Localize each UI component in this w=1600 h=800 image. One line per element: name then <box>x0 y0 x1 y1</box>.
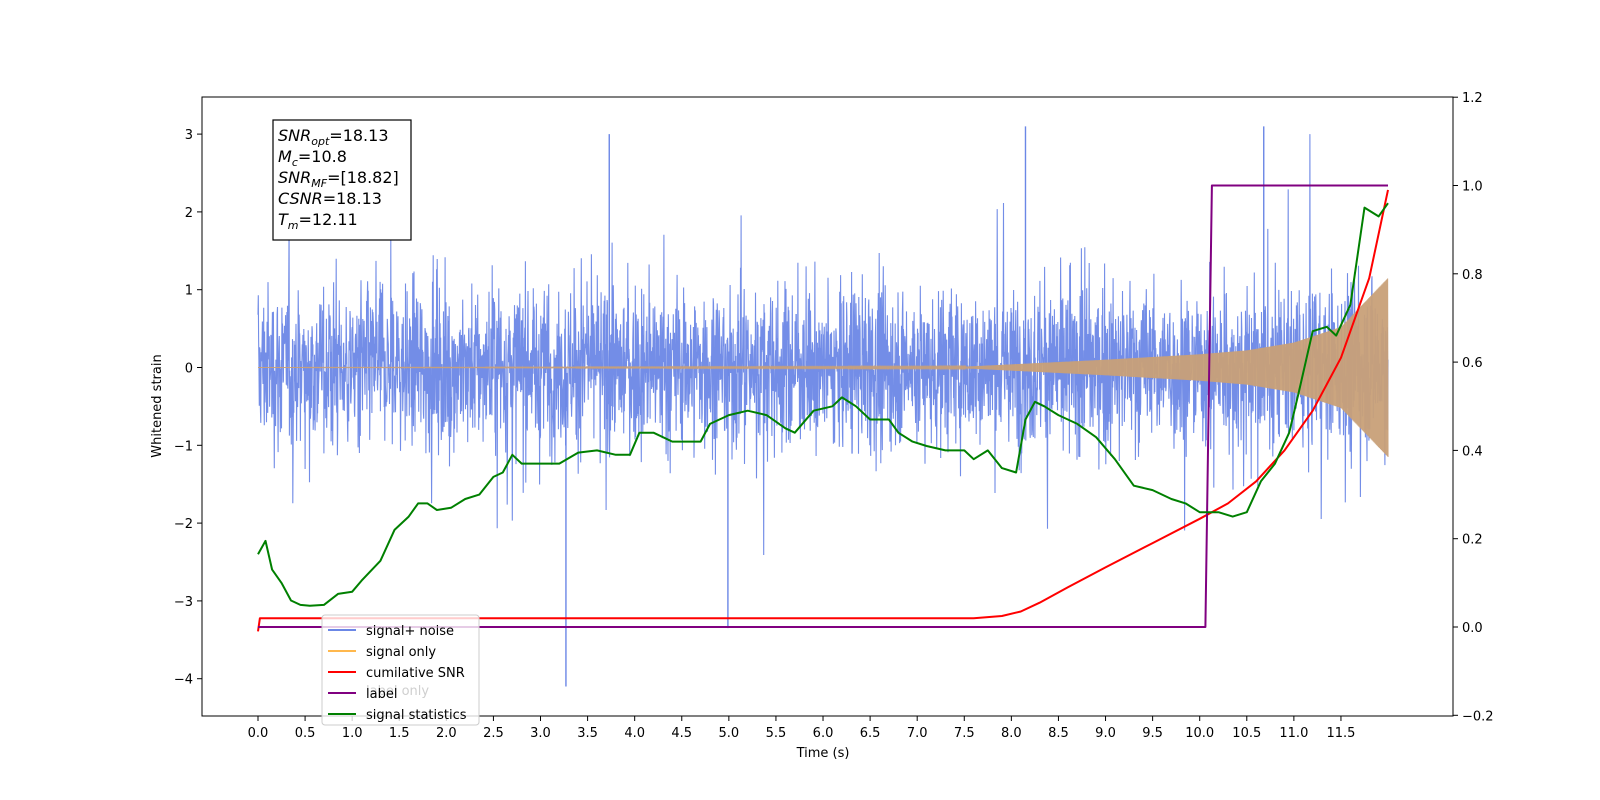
x-tick-label: 9.5 <box>1142 726 1163 741</box>
legend-label: signal only <box>366 645 436 660</box>
x-tick-label: 3.5 <box>577 726 598 741</box>
annotation-line: SNRMF=[18.82] <box>278 168 399 190</box>
x-axis: 0.0 0.5 1.0 1.5 2.0 2.5 3.0 3.5 4.0 4.5 5.0 5.5 6.0 6… <box>248 716 1355 741</box>
y2-tick-label: 0.4 <box>1462 444 1483 459</box>
y-tick-label: 3 <box>185 128 193 143</box>
x-tick-label: 8.5 <box>1048 726 1069 741</box>
y-axis-label: Whitened strain <box>150 354 165 457</box>
x-tick-label: 11.0 <box>1279 726 1308 741</box>
annotation-line: Tm=12.11 <box>278 210 358 232</box>
legend-ghost-text: label only <box>366 684 429 699</box>
legend-label: signal statistics <box>366 708 467 723</box>
x-tick-label: 2.5 <box>483 726 504 741</box>
x-tick-label: 6.5 <box>860 726 881 741</box>
plot-area <box>257 126 1389 687</box>
y-axis-left: 3 2 1 0 −1 −2 −3 −4 <box>174 128 202 688</box>
y2-tick-label: 0.6 <box>1462 356 1483 371</box>
y-tick-label: −2 <box>174 517 193 532</box>
x-tick-label: 1.5 <box>389 726 410 741</box>
x-tick-label: 5.5 <box>766 726 787 741</box>
y-tick-label: −4 <box>174 673 193 688</box>
y-tick-label: 2 <box>185 206 193 221</box>
x-tick-label: 0.0 <box>248 726 269 741</box>
series-label <box>258 184 1388 628</box>
y2-tick-label: 0.2 <box>1462 533 1483 548</box>
x-tick-label: 9.0 <box>1095 726 1116 741</box>
x-tick-label: 6.0 <box>813 726 834 741</box>
x-tick-label: 10.0 <box>1185 726 1214 741</box>
series-signal-only <box>258 278 1389 458</box>
annotation-frame <box>272 119 412 241</box>
y2-tick-label: −0.2 <box>1462 709 1494 724</box>
x-tick-label: 4.5 <box>671 726 692 741</box>
x-tick-label: 7.5 <box>954 726 975 741</box>
x-tick-label: 2.0 <box>436 726 457 741</box>
plot-frame <box>201 96 1454 717</box>
x-tick-label: 10.5 <box>1232 726 1261 741</box>
x-tick-label: 0.5 <box>295 726 316 741</box>
annotation-line: SNRopt=18.13 <box>278 126 389 148</box>
x-axis-label: Time (s) <box>796 746 850 761</box>
y-tick-label: −1 <box>174 439 193 454</box>
series-cumulative-snr <box>257 189 1389 632</box>
annotation-line: Mc=10.8 <box>278 147 347 169</box>
legend: label only signal+ noise signal only cumila… <box>321 614 480 726</box>
x-tick-label: 4.0 <box>624 726 645 741</box>
y2-tick-label: 1.0 <box>1462 180 1483 195</box>
x-tick-label: 3.0 <box>530 726 551 741</box>
legend-label: cumilative SNR <box>366 666 465 681</box>
x-tick-label: 5.0 <box>719 726 740 741</box>
legend-label: signal+ noise <box>366 624 454 639</box>
legend-frame <box>321 614 480 726</box>
x-tick-label: 11.5 <box>1326 726 1355 741</box>
y-axis-right: 1.2 1.0 0.8 0.6 0.4 0.2 0.0 −0.2 <box>1453 91 1494 724</box>
x-tick-label: 7.0 <box>907 726 928 741</box>
y2-tick-label: 0.8 <box>1462 268 1483 283</box>
y-tick-label: 0 <box>185 362 193 377</box>
y2-tick-label: 1.2 <box>1462 91 1483 106</box>
series-signal-statistics <box>257 202 1389 607</box>
annotation-box: SNRopt=18.13Mc=10.8SNRMF=[18.82]CSNR=18.… <box>272 119 412 241</box>
y-tick-label: 1 <box>185 284 193 299</box>
series-signal-noise <box>257 134 1389 556</box>
legend-label: label <box>366 687 397 702</box>
annotation-line: CSNR=18.13 <box>278 189 382 208</box>
y-tick-label: −3 <box>174 595 193 610</box>
x-tick-label: 8.0 <box>1001 726 1022 741</box>
x-tick-label: 1.0 <box>342 726 363 741</box>
y2-tick-label: 0.0 <box>1462 621 1483 636</box>
